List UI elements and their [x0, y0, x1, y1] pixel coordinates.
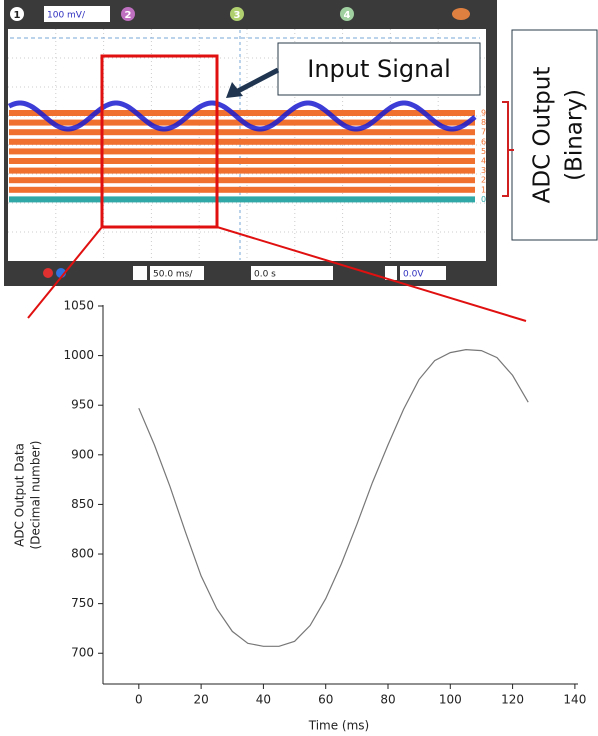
volts-per-div: 100 mV/ — [47, 11, 86, 21]
digital-trace — [9, 158, 475, 164]
line-chart: Time (ms) ADC Output Data (Decimal numbe… — [13, 298, 587, 732]
digital-channel-label: 5 — [481, 147, 486, 156]
digital-channel-label: 4 — [481, 157, 486, 166]
digital-channel-label: 3 — [481, 166, 486, 175]
digital-channel-label: 2 — [481, 176, 486, 185]
digital-channel-label: 8 — [481, 118, 486, 127]
digital-channel-label: 1 — [481, 185, 486, 194]
x-tick-label: 20 — [193, 693, 208, 707]
y-tick-label: 800 — [71, 547, 94, 561]
math-icon — [452, 8, 470, 20]
x-tick-label: 60 — [318, 693, 333, 707]
x-tick-label: 80 — [380, 693, 395, 707]
page: 9876543210 1 100 mV/ 2 3 4 50.0 ms/ 0.0 … — [0, 0, 598, 736]
y-tick-label: 1000 — [63, 348, 94, 362]
digital-channel-label: 7 — [481, 128, 486, 137]
x-tick-label: 40 — [256, 693, 271, 707]
digital-trace — [9, 187, 475, 193]
time-per-div: 50.0 ms/ — [153, 270, 193, 280]
digital-channel-label: 0 — [481, 195, 486, 204]
digital-trace — [9, 168, 475, 174]
x-axis-label: Time (ms) — [308, 719, 370, 733]
time-offset: 0.0 s — [254, 270, 276, 280]
x-tick-label: 100 — [439, 693, 462, 707]
trigger-level: 0.0V — [403, 270, 424, 280]
digital-trace — [9, 148, 475, 154]
h-icon — [133, 266, 147, 280]
digital-trace — [9, 129, 475, 135]
y-axis-label: (Decimal number) — [29, 441, 43, 550]
channel-label: 4 — [344, 10, 351, 21]
y-axis-label: ADC Output Data — [13, 443, 27, 547]
y-tick-label: 1050 — [63, 298, 94, 312]
channel-label: 1 — [14, 10, 21, 21]
digital-trace — [9, 139, 475, 145]
adc-label: ADC Output — [530, 67, 556, 204]
channel-label: 3 — [234, 10, 241, 21]
adc-label: (Binary) — [562, 89, 588, 181]
y-tick-label: 700 — [71, 646, 94, 660]
figure: 9876543210 1 100 mV/ 2 3 4 50.0 ms/ 0.0 … — [0, 0, 598, 736]
data-line — [139, 350, 528, 647]
run-button[interactable] — [43, 268, 53, 278]
x-tick-label: 120 — [501, 693, 524, 707]
digital-trace — [9, 177, 475, 183]
x-tick-label: 0 — [135, 693, 143, 707]
x-tick-label: 140 — [563, 693, 586, 707]
y-tick-label: 900 — [71, 447, 94, 461]
channel-label: 2 — [125, 10, 132, 21]
digital-channel-label: 9 — [481, 109, 486, 118]
y-tick-label: 750 — [71, 596, 94, 610]
annotation-text: Input Signal — [307, 55, 451, 83]
digital-channel-label: 6 — [481, 137, 486, 146]
y-tick-label: 850 — [71, 497, 94, 511]
digital-trace — [9, 196, 475, 202]
y-tick-label: 950 — [71, 398, 94, 412]
digital-trace — [9, 110, 475, 116]
